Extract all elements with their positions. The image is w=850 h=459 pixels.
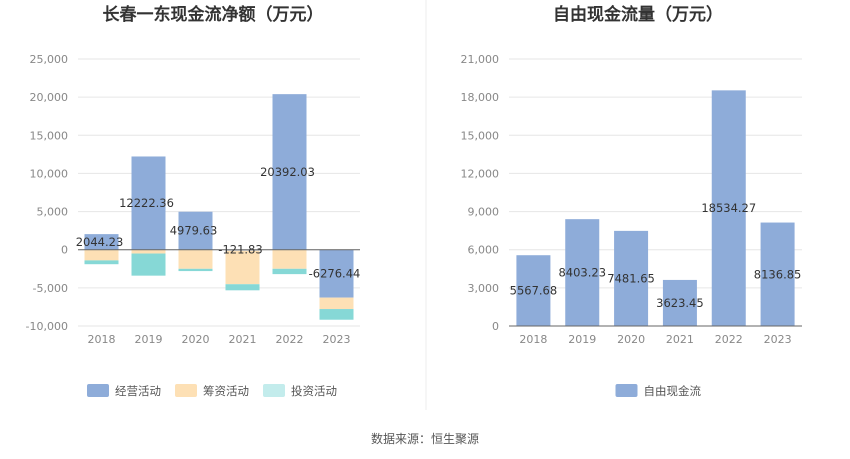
data-label: 3623.45: [656, 296, 704, 310]
bar-investing: [84, 260, 119, 265]
legend-swatch-operating: [87, 384, 109, 397]
y-tick-label: 0: [61, 244, 68, 257]
y-tick-label: 6,000: [468, 244, 500, 257]
x-tick-label: 2020: [182, 333, 210, 346]
data-label: 20392.03: [260, 165, 315, 179]
x-tick-label: 2019: [568, 333, 596, 346]
x-tick-label: 2023: [323, 333, 351, 346]
bar-operating: [319, 249, 354, 298]
y-tick-label: 5,000: [37, 206, 69, 219]
x-tick-label: 2018: [88, 333, 116, 346]
y-tick-label: 12,000: [461, 167, 500, 180]
y-tick-label: 20,000: [30, 91, 69, 104]
bar-fcf: [565, 219, 600, 326]
data-label: 8403.23: [558, 266, 606, 280]
bar-financing: [272, 249, 307, 269]
data-label: 4979.63: [170, 224, 218, 238]
free-cash-flow-chart: 21,000 18,000 15,000 12,000 9,000 6,000 3,000 0…: [461, 53, 802, 346]
data-label: 5567.68: [510, 284, 558, 298]
legend-label-investing: 投资活动: [291, 384, 337, 398]
y-tick-label: -5,000: [33, 282, 68, 295]
right-legend: 自由现金流: [615, 384, 702, 398]
bar-financing: [225, 250, 260, 285]
bar-fcf: [614, 230, 649, 326]
right-chart-title: 自由现金流量（万元）: [553, 4, 723, 25]
x-tick-label: 2021: [666, 333, 694, 346]
x-tick-label: 2021: [229, 333, 257, 346]
bar-financing: [178, 249, 213, 269]
bar-financing: [131, 249, 166, 254]
x-tick-label: 2023: [764, 333, 792, 346]
bar-investing: [272, 268, 307, 275]
legend-swatch-fcf: [615, 384, 638, 397]
bar-investing: [131, 253, 166, 276]
data-label: 18534.27: [701, 201, 756, 215]
legend-swatch-investing: [263, 384, 285, 397]
bar-investing: [319, 309, 354, 320]
data-label: 2044.23: [76, 235, 124, 249]
data-label: -6276.44: [309, 267, 361, 281]
y-tick-label: 10,000: [30, 167, 69, 180]
bar-investing: [178, 268, 213, 272]
data-label: -121.83: [218, 243, 262, 257]
x-tick-label: 2022: [715, 333, 743, 346]
legend-swatch-financing: [175, 384, 197, 397]
bar-operating: [272, 94, 307, 250]
y-tick-label: 18,000: [461, 91, 500, 104]
bar-fcf: [760, 222, 795, 326]
bar-fcf: [711, 90, 746, 326]
data-label: 12222.36: [119, 196, 174, 210]
left-legend: 经营活动 筹资活动 投资活动: [87, 384, 337, 398]
bar-financing: [84, 249, 119, 261]
x-tick-label: 2020: [617, 333, 645, 346]
x-tick-label: 2018: [519, 333, 547, 346]
data-label: 8136.85: [754, 267, 802, 281]
y-tick-label: 9,000: [468, 206, 500, 219]
bar-fcf: [516, 255, 551, 326]
y-tick-label: 25,000: [30, 53, 69, 66]
y-tick-label: -10,000: [26, 320, 68, 333]
x-tick-label: 2022: [276, 333, 304, 346]
x-tick-label: 2019: [135, 333, 163, 346]
data-label: 7481.65: [607, 271, 655, 285]
left-chart-title: 长春一东现金流净额（万元）: [103, 4, 324, 25]
y-tick-label: 15,000: [30, 129, 69, 142]
bar-operating: [84, 234, 119, 250]
legend-label-financing: 筹资活动: [203, 384, 249, 398]
bar-operating: [178, 211, 213, 250]
y-tick-label: 15,000: [461, 129, 500, 142]
legend-label-fcf: 自由现金流: [644, 384, 702, 398]
y-tick-label: 21,000: [461, 53, 500, 66]
data-source-note: 数据来源：恒生聚源: [371, 431, 479, 446]
bar-operating: [131, 156, 166, 250]
bar-fcf: [662, 279, 697, 326]
y-tick-label: 3,000: [468, 282, 500, 295]
y-tick-label: 0: [492, 320, 499, 333]
bar-investing: [225, 284, 260, 291]
bar-financing: [319, 297, 354, 310]
net-cash-flow-chart: 25,000 20,000 15,000 10,000 5,000 0 -5,000 -10,…: [26, 53, 361, 346]
legend-label-operating: 经营活动: [115, 384, 161, 398]
